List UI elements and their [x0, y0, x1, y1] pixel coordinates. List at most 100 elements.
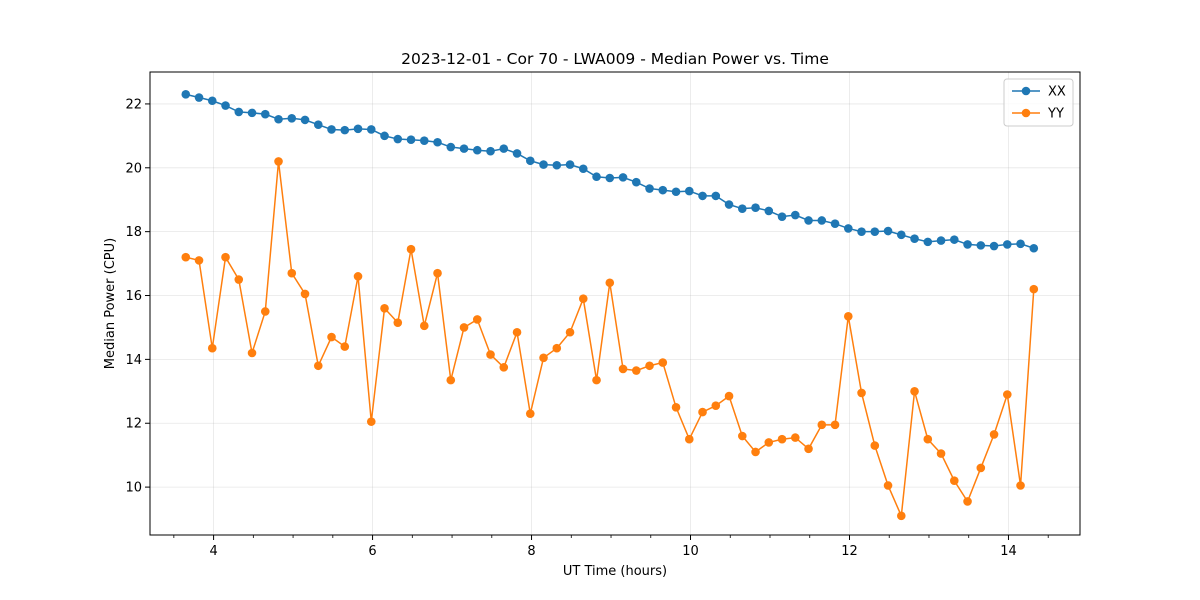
data-point-xx: [234, 107, 244, 117]
data-point-xx: [393, 134, 403, 144]
x-tick-label: 4: [209, 544, 217, 559]
data-point-yy: [737, 431, 747, 441]
data-point-xx: [525, 156, 535, 166]
data-point-xx: [684, 186, 694, 196]
data-point-yy: [1003, 390, 1012, 399]
data-point-yy: [724, 391, 734, 401]
data-point-xx: [340, 125, 350, 135]
data-point-yy: [658, 358, 668, 367]
data-point-xx: [287, 114, 297, 123]
data-point-xx: [843, 224, 853, 233]
data-point-yy: [684, 434, 694, 444]
data-point-yy: [380, 303, 389, 313]
data-point-xx: [724, 200, 734, 209]
data-point-yy: [499, 363, 509, 372]
data-point-xx: [552, 160, 562, 170]
data-point-yy: [790, 433, 800, 442]
legend-label-yy: YY: [1047, 107, 1064, 122]
tick-layer: 4 6 8 10 12 14 10 12 14 16 18 20 22: [125, 97, 1049, 559]
data-point-yy: [181, 252, 191, 262]
data-point-xx: [459, 144, 469, 153]
data-point-yy: [472, 315, 482, 324]
data-point-xx: [539, 160, 548, 169]
data-point-xx: [472, 145, 482, 155]
data-point-yy: [1016, 481, 1025, 490]
data-point-xx: [207, 96, 217, 106]
data-point-yy: [539, 353, 548, 363]
data-point-yy: [313, 361, 323, 371]
data-point-xx: [366, 125, 376, 134]
y-tick-label: 14: [125, 353, 142, 368]
data-point-xx: [565, 160, 575, 169]
data-point-xx: [870, 227, 880, 236]
data-point-yy: [698, 407, 707, 417]
data-point-xx: [936, 236, 946, 245]
data-point-xx: [857, 227, 866, 236]
data-point-yy: [207, 343, 217, 353]
data-point-xx: [923, 237, 933, 247]
data-point-xx: [1003, 240, 1012, 249]
y-tick-label: 18: [125, 225, 142, 240]
legend: XX YY: [1003, 78, 1074, 127]
data-point-xx: [512, 149, 522, 158]
data-point-yy: [366, 417, 376, 426]
data-point-xx: [777, 212, 787, 221]
data-point-yy: [1029, 284, 1039, 294]
data-point-yy: [711, 401, 721, 410]
data-point-xx: [804, 216, 813, 225]
data-point-xx: [976, 241, 986, 250]
data-point-xx: [499, 144, 509, 153]
data-point-yy: [247, 348, 257, 358]
data-point-xx: [618, 173, 628, 182]
data-point-yy: [963, 497, 972, 506]
data-point-xx: [883, 226, 893, 236]
data-point-xx: [764, 206, 774, 216]
series-xx: [181, 90, 1039, 253]
data-point-yy: [393, 318, 403, 327]
y-axis-label: Median Power (CPU): [103, 238, 118, 369]
y-tick-label: 22: [125, 97, 142, 112]
data-point-yy: [300, 289, 310, 299]
data-point-yy: [671, 402, 681, 412]
data-point-xx: [830, 219, 840, 228]
data-point-xx: [260, 109, 270, 119]
data-point-xx: [221, 101, 230, 110]
data-point-yy: [777, 434, 787, 444]
data-point-yy: [406, 244, 416, 254]
data-point-yy: [274, 157, 283, 166]
data-point-xx: [658, 185, 668, 195]
data-point-yy: [234, 275, 244, 284]
data-point-yy: [618, 364, 628, 374]
data-point-yy: [287, 268, 297, 278]
data-point-yy: [923, 434, 933, 444]
legend-marker-xx: [1021, 86, 1031, 96]
data-point-xx: [486, 146, 495, 156]
y-tick-label: 12: [125, 417, 142, 432]
data-point-xx: [274, 114, 283, 124]
data-point-xx: [419, 136, 429, 145]
data-point-xx: [737, 204, 747, 213]
data-point-xx: [1029, 243, 1039, 253]
grid-layer: [150, 72, 1080, 535]
plot-area-frame: [149, 71, 1081, 536]
data-point-xx: [578, 164, 588, 174]
data-point-xx: [406, 135, 416, 144]
data-point-yy: [512, 327, 522, 337]
data-point-xx: [181, 90, 191, 99]
data-point-yy: [260, 307, 270, 316]
data-point-xx: [910, 234, 919, 243]
legend-marker-yy: [1021, 108, 1031, 118]
data-point-yy: [459, 323, 469, 332]
data-point-yy: [910, 387, 919, 396]
x-tick-label: 12: [841, 544, 858, 559]
data-point-yy: [631, 366, 641, 375]
data-point-xx: [446, 142, 456, 152]
data-point-xx: [327, 125, 336, 134]
data-point-xx: [313, 120, 323, 129]
data-point-yy: [327, 332, 336, 342]
data-point-yy: [870, 441, 880, 450]
chart-title: 2023-12-01 - Cor 70 - LWA009 - Median Po…: [401, 50, 829, 68]
data-point-yy: [830, 420, 840, 430]
data-point-yy: [419, 321, 429, 331]
data-point-xx: [949, 235, 959, 244]
